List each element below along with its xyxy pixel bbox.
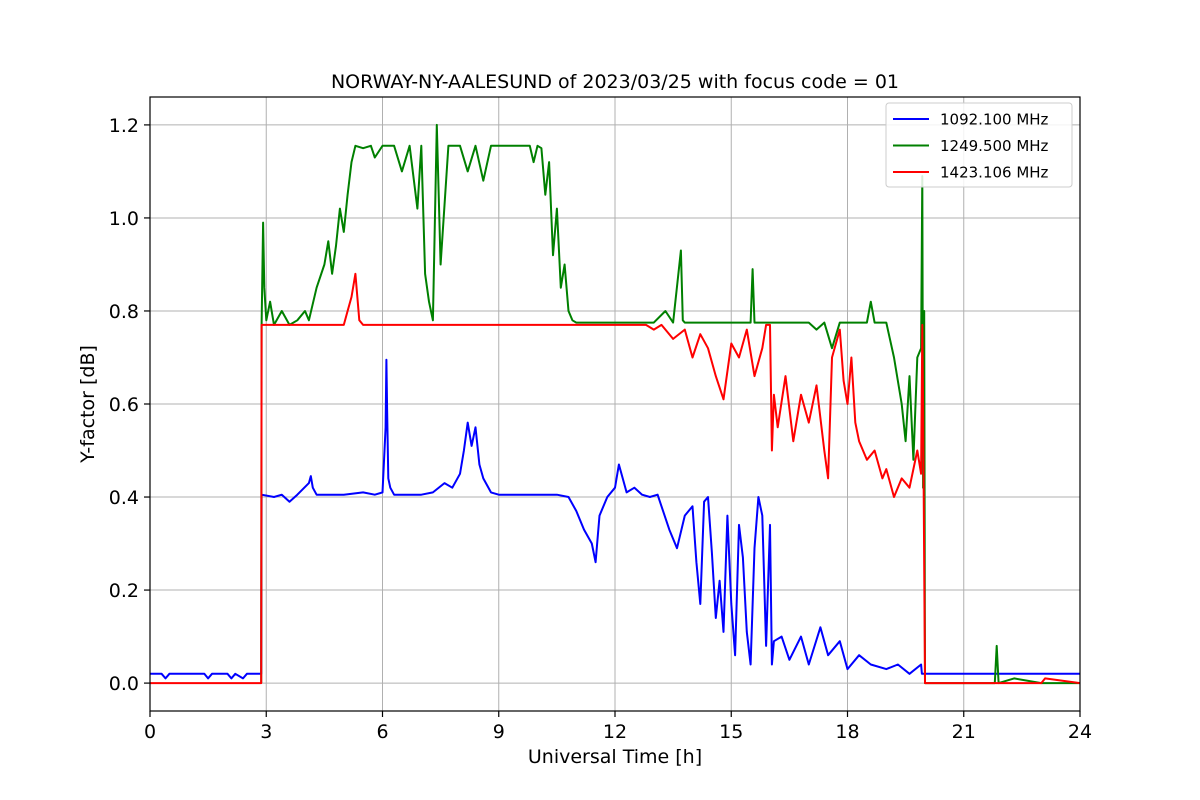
y-tick-label: 0.2: [109, 580, 139, 602]
series-line-2: [260, 123, 1080, 685]
x-tick-label: 24: [1068, 721, 1092, 743]
chart-title: NORWAY-NY-AALESUND of 2023/03/25 with fo…: [331, 71, 899, 93]
x-tick-label: 9: [493, 721, 505, 743]
x-tick-label: 6: [376, 721, 388, 743]
x-tick-label: 21: [952, 721, 976, 743]
x-tick-label: 0: [144, 721, 156, 743]
legend-label: 1249.500 MHz: [940, 137, 1049, 155]
x-tick-label: 12: [603, 721, 627, 743]
x-axis-ticks: 0 3 6 9 12 15 18 21 24: [144, 711, 1092, 743]
series-line-3: [150, 272, 1081, 685]
y-tick-label: 0.8: [109, 301, 139, 323]
y-tick-label: 1.2: [109, 115, 139, 137]
series-lines: [150, 123, 1081, 685]
y-tick-label: 1.0: [109, 208, 139, 230]
y-tick-label: 0.0: [109, 673, 139, 695]
x-tick-label: 18: [835, 721, 859, 743]
grid: [149, 97, 1081, 711]
y-axis-label: Y-factor [dB]: [77, 345, 99, 464]
x-tick-label: 15: [719, 721, 743, 743]
legend-label: 1423.106 MHz: [940, 164, 1049, 182]
legend-label: 1092.100 MHz: [940, 111, 1049, 129]
y-tick-label: 0.4: [109, 487, 139, 509]
series-line-1: [150, 358, 1080, 680]
legend-box: [885, 102, 1073, 188]
y-tick-label: 0.6: [109, 394, 139, 416]
legend: 1092.100 MHz 1249.500 MHz 1423.106 MHz: [885, 102, 1073, 188]
x-axis-label: Universal Time [h]: [528, 746, 702, 768]
x-tick-label: 3: [260, 721, 272, 743]
y-axis-ticks: 0.0 0.2 0.4 0.6 0.8 1.0 1.2: [109, 115, 150, 695]
